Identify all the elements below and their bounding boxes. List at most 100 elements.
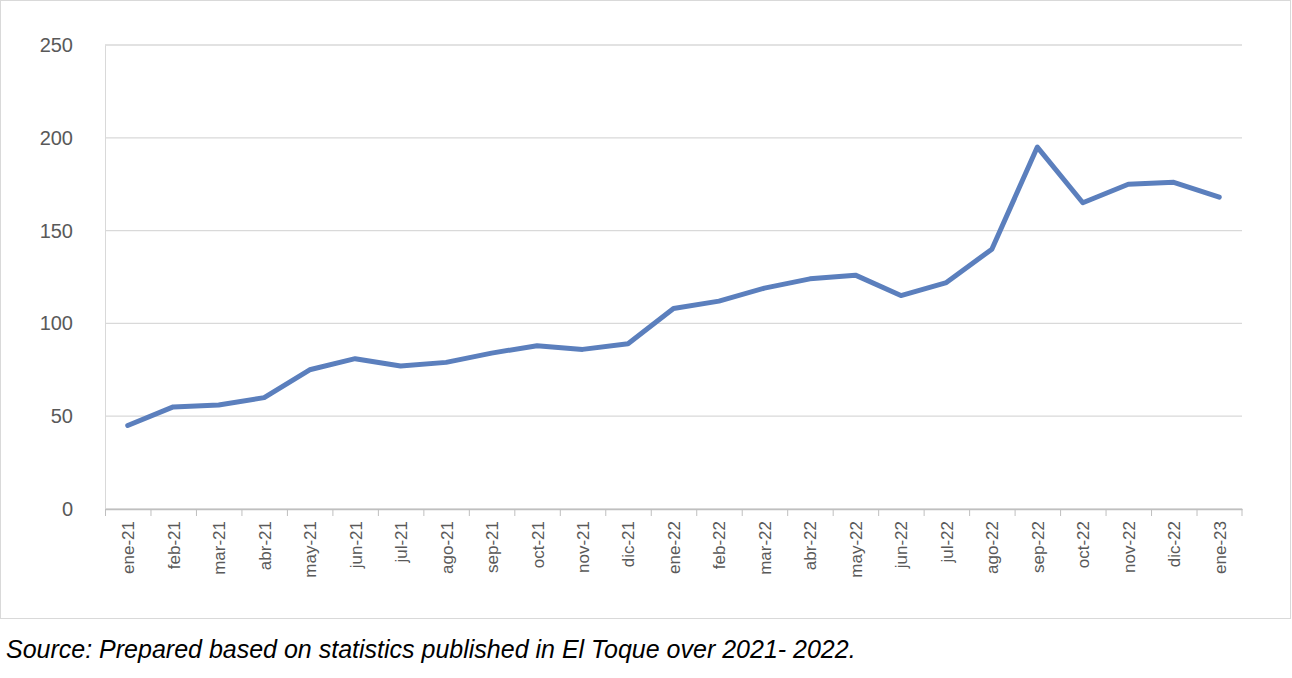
grid-line xyxy=(105,230,1242,231)
x-tick: ene-23 xyxy=(1197,509,1230,574)
chart-svg: 0 50 100 150 200 250 ene-21 feb-21 mar-21 abr-21 m… xyxy=(0,0,1292,678)
x-axis: ene-21 feb-21 mar-21 abr-21 may-21 jun-21 jul-… xyxy=(106,509,1243,578)
x-tick-label: abr-22 xyxy=(801,521,820,570)
y-tick: 250 xyxy=(40,34,105,56)
x-tick-mark xyxy=(742,509,743,516)
x-tick: feb-22 xyxy=(697,509,730,569)
x-tick: dic-22 xyxy=(1152,509,1185,567)
x-tick-label: dic-22 xyxy=(1165,521,1184,567)
x-tick: oct-21 xyxy=(515,509,548,568)
x-tick: may-22 xyxy=(833,509,866,578)
x-tick: abr-21 xyxy=(242,509,275,570)
x-tick-label: ene-23 xyxy=(1211,521,1230,574)
x-tick-label: dic-21 xyxy=(619,521,638,567)
x-tick-mark xyxy=(241,509,242,516)
x-tick: ene-22 xyxy=(651,509,684,574)
x-tick: jul-21 xyxy=(378,509,411,564)
y-tick-label: 100 xyxy=(40,312,73,334)
x-tick: jul-22 xyxy=(924,509,957,564)
x-tick-label: ago-22 xyxy=(983,521,1002,574)
x-tick-mark xyxy=(833,509,834,516)
x-tick: ago-22 xyxy=(970,509,1003,574)
x-tick: mar-21 xyxy=(196,509,229,575)
x-tick-label: sep-21 xyxy=(483,521,502,573)
x-axis-line xyxy=(106,509,1243,510)
x-tick-mark xyxy=(1197,509,1198,516)
plot-area xyxy=(128,147,1220,425)
x-tick-label: may-21 xyxy=(301,521,320,578)
data-line xyxy=(128,147,1220,425)
x-tick: may-21 xyxy=(287,509,320,578)
y-tick: 150 xyxy=(40,220,105,242)
y-tick-label: 150 xyxy=(40,220,73,242)
x-tick-label: feb-21 xyxy=(165,521,184,569)
x-tick-mark xyxy=(969,509,970,516)
x-tick-label: may-22 xyxy=(847,521,866,578)
x-tick: jun-22 xyxy=(879,509,912,569)
x-tick-label: feb-22 xyxy=(710,521,729,569)
x-tick: sep-21 xyxy=(469,509,502,573)
x-tick-label: oct-22 xyxy=(1074,521,1093,568)
grid-line xyxy=(105,416,1242,417)
grid-line xyxy=(105,137,1242,138)
x-tick-label: mar-22 xyxy=(756,521,775,575)
x-tick-mark xyxy=(1060,509,1061,516)
x-tick-mark xyxy=(196,509,197,516)
x-tick-label: abr-21 xyxy=(256,521,275,570)
grid xyxy=(105,45,1242,509)
y-tick-label: 200 xyxy=(40,127,73,149)
x-tick-mark xyxy=(423,509,424,516)
y-tick-label: 0 xyxy=(62,498,73,520)
x-tick-label: ene-22 xyxy=(665,521,684,574)
y-tick-label: 250 xyxy=(40,34,73,56)
x-tick-label: jun-22 xyxy=(892,521,911,569)
x-tick-mark xyxy=(787,509,788,516)
x-tick-mark xyxy=(560,509,561,516)
x-tick: nov-22 xyxy=(1106,509,1139,573)
x-tick: oct-22 xyxy=(1061,509,1094,568)
x-tick-mark xyxy=(287,509,288,516)
x-tick-mark xyxy=(1151,509,1152,516)
y-tick: 50 xyxy=(51,405,105,427)
x-tick-edge xyxy=(1242,509,1243,516)
y-tick: 100 xyxy=(40,312,105,334)
x-tick-mark xyxy=(924,509,925,516)
source-note: Source: Prepared based on statistics pub… xyxy=(6,635,856,663)
x-tick: feb-21 xyxy=(151,509,184,569)
y-tick: 0 xyxy=(62,498,105,520)
grid-line xyxy=(105,323,1242,324)
grid-line xyxy=(105,508,1242,509)
x-tick-label: ago-21 xyxy=(438,521,457,574)
x-tick: abr-22 xyxy=(788,509,821,570)
x-tick-mark xyxy=(651,509,652,516)
x-tick-label: ene-21 xyxy=(119,521,138,574)
y-axis: 0 50 100 150 200 250 xyxy=(40,34,106,520)
grid-line xyxy=(105,44,1242,45)
x-tick: jun-21 xyxy=(333,509,366,569)
x-tick-label: jun-21 xyxy=(347,521,366,569)
y-axis-line xyxy=(105,46,106,510)
chart-frame xyxy=(1,1,1291,619)
x-tick-mark xyxy=(332,509,333,516)
x-tick-mark xyxy=(514,509,515,516)
x-tick: ago-21 xyxy=(424,509,457,574)
x-tick-mark xyxy=(469,509,470,516)
x-tick-mark xyxy=(105,509,106,516)
x-tick-label: nov-21 xyxy=(574,521,593,573)
x-tick-mark xyxy=(150,509,151,516)
y-tick-label: 50 xyxy=(51,405,73,427)
x-tick-label: oct-21 xyxy=(529,521,548,568)
x-tick-label: jul-22 xyxy=(938,521,957,564)
x-tick-label: mar-21 xyxy=(210,521,229,575)
x-tick-mark xyxy=(878,509,879,516)
x-tick-mark xyxy=(378,509,379,516)
x-tick-label: nov-22 xyxy=(1120,521,1139,573)
x-tick-mark xyxy=(1106,509,1107,516)
x-tick-label: jul-21 xyxy=(392,521,411,564)
x-tick: dic-21 xyxy=(606,509,639,567)
x-tick: nov-21 xyxy=(560,509,593,573)
x-tick-label: sep-22 xyxy=(1029,521,1048,573)
x-tick-mark xyxy=(1015,509,1016,516)
x-tick: mar-22 xyxy=(742,509,775,575)
x-tick-mark xyxy=(696,509,697,516)
